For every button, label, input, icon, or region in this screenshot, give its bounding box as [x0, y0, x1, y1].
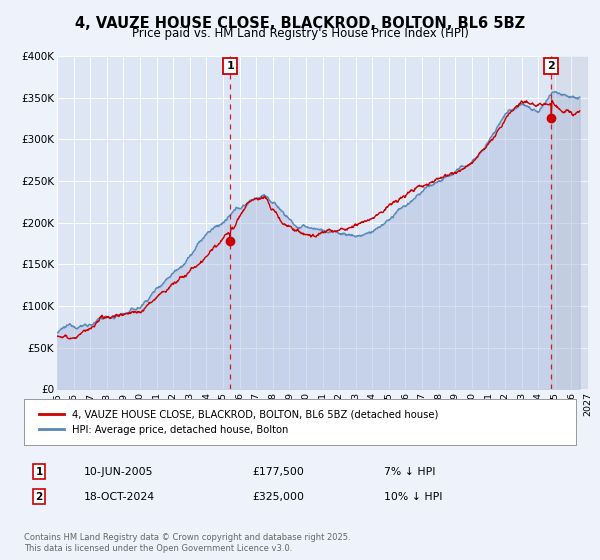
Text: 2: 2: [547, 61, 555, 71]
Text: 18-OCT-2024: 18-OCT-2024: [84, 492, 155, 502]
Text: 2: 2: [35, 492, 43, 502]
Text: 4, VAUZE HOUSE CLOSE, BLACKROD, BOLTON, BL6 5BZ: 4, VAUZE HOUSE CLOSE, BLACKROD, BOLTON, …: [75, 16, 525, 31]
Bar: [551, 56, 588, 389]
Text: 10% ↓ HPI: 10% ↓ HPI: [384, 492, 443, 502]
Text: 1: 1: [35, 466, 43, 477]
Text: £177,500: £177,500: [252, 466, 304, 477]
Text: 1: 1: [226, 61, 234, 71]
Text: 10-JUN-2005: 10-JUN-2005: [84, 466, 154, 477]
Text: Price paid vs. HM Land Registry's House Price Index (HPI): Price paid vs. HM Land Registry's House …: [131, 27, 469, 40]
Text: 7% ↓ HPI: 7% ↓ HPI: [384, 466, 436, 477]
Legend: 4, VAUZE HOUSE CLOSE, BLACKROD, BOLTON, BL6 5BZ (detached house), HPI: Average p: 4, VAUZE HOUSE CLOSE, BLACKROD, BOLTON, …: [35, 406, 442, 438]
Text: £325,000: £325,000: [252, 492, 304, 502]
Text: Contains HM Land Registry data © Crown copyright and database right 2025.
This d: Contains HM Land Registry data © Crown c…: [24, 533, 350, 553]
